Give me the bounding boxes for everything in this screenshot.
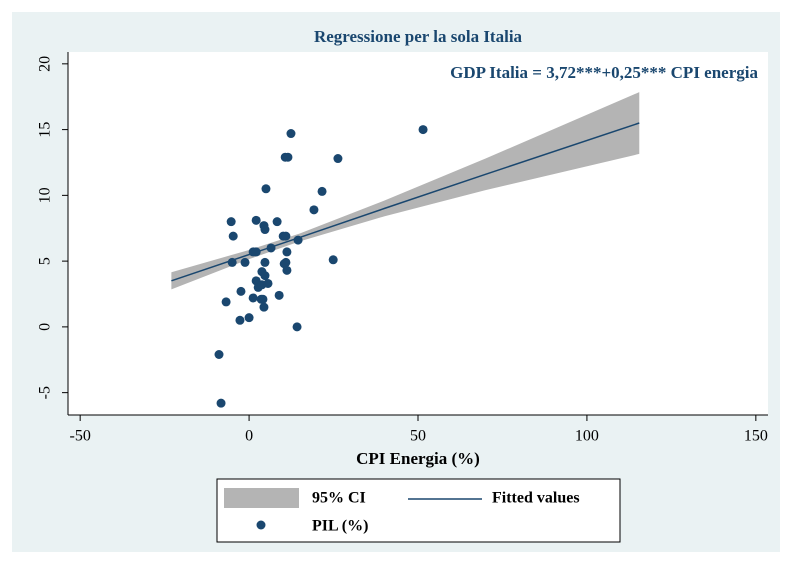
point [328,255,338,265]
point [272,217,282,227]
point [227,257,237,267]
x-tick-label: 0 [245,428,253,445]
plot-area [68,52,768,415]
legend-swatch [256,520,266,530]
point [214,350,224,359]
point [292,322,302,332]
chart-title: Regressione per la sola Italia [314,27,523,46]
point [236,286,246,296]
point [251,247,261,257]
point [281,257,291,267]
point [248,293,258,303]
x-tick-label: -50 [69,428,90,445]
y-tick-label: 15 [37,122,54,138]
point [259,302,269,312]
point [317,186,327,196]
legend-swatch [224,488,299,508]
point [258,294,268,304]
x-axis-title: CPI Energia (%) [356,449,480,468]
point [260,257,270,267]
point [281,231,291,241]
annotation: GDP Italia = 3,72***+0,25*** CPI energia [450,63,758,82]
point [235,315,245,325]
y-tick-label: 20 [37,56,54,72]
legend-label: 95% CI [312,490,366,507]
y-tick-label: 10 [37,187,54,203]
y-tick-label: 0 [37,323,54,331]
y-tick-label: 5 [37,257,54,265]
x-tick-label: 50 [410,428,426,445]
x-tick-label: 150 [744,428,768,445]
point [260,271,270,281]
point [333,154,343,164]
point [283,152,293,162]
point [274,290,284,300]
legend-label: PIL (%) [312,518,368,535]
legend: 95% CI Fitted values PIL (%) [216,478,621,543]
point [216,398,226,408]
point [261,184,271,194]
legend-label: Fitted values [492,490,580,507]
point [221,297,231,307]
point [293,235,303,245]
point [228,231,238,241]
point [266,243,276,253]
ci-band [171,92,640,290]
point [282,247,292,257]
point [240,257,250,267]
point [418,125,428,135]
point [251,215,261,225]
point [244,313,254,323]
point [309,205,319,215]
point [226,217,236,227]
x-tick-label: 100 [575,428,599,445]
point [263,278,273,288]
y-tick-label: -5 [37,386,54,399]
point [282,265,292,275]
point [286,129,296,139]
fitted-line [171,122,640,282]
point [260,225,270,235]
